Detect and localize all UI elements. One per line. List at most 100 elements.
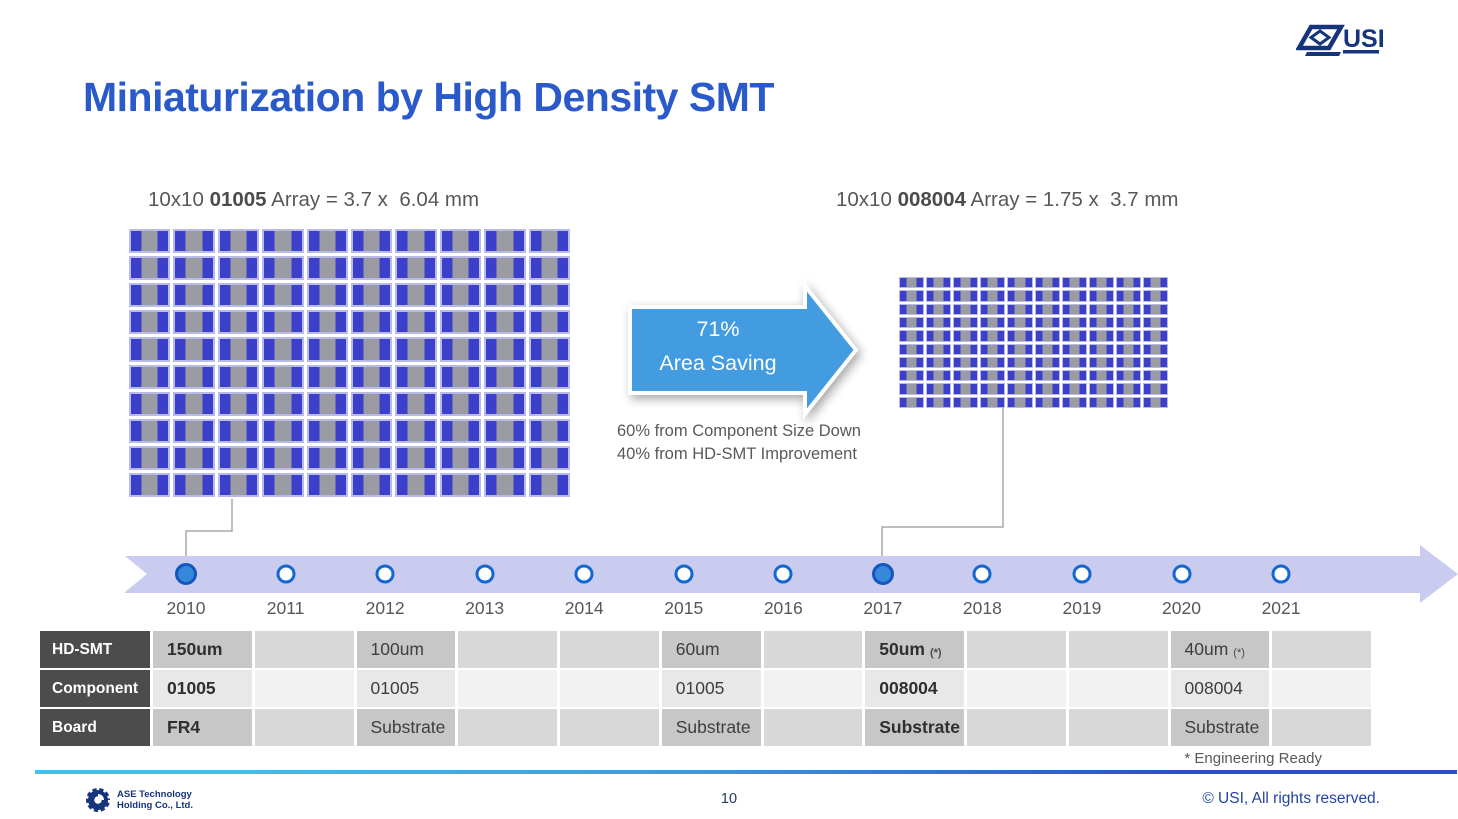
component-chip-01005 <box>129 229 171 254</box>
component-chip-01005 <box>484 391 526 416</box>
component-chip-01005 <box>217 418 260 443</box>
connector-left <box>185 499 233 556</box>
ase-company-name: ASE Technology Holding Co., Ltd. <box>117 789 193 812</box>
component-chip-01005 <box>351 364 393 389</box>
component-chip-01005 <box>528 391 570 416</box>
table-cell-empty <box>458 631 557 668</box>
timeline-year-2021: 2021 <box>1261 598 1301 618</box>
table-cell: 150um <box>153 631 252 668</box>
usi-logo-diamond <box>1308 29 1332 46</box>
component-chip-008004 <box>1115 343 1141 355</box>
component-chip-008004 <box>980 303 1006 315</box>
usi-logo-parallelogram <box>1296 24 1345 51</box>
component-chip-008004 <box>1142 343 1168 355</box>
component-chip-01005 <box>484 229 526 254</box>
timeline-arrowhead-icon <box>1420 545 1458 603</box>
component-chip-01005 <box>528 445 570 470</box>
timeline-marker-2012 <box>375 564 395 584</box>
table-cell: Substrate <box>865 709 964 746</box>
area-saving-arrow-shape <box>628 280 859 420</box>
component-chip-01005 <box>439 364 482 389</box>
component-chip-01005 <box>173 472 215 497</box>
table-cell: Substrate <box>661 709 761 746</box>
component-chip-01005 <box>129 364 171 389</box>
timeline-year-2019: 2019 <box>1062 598 1102 618</box>
component-chip-008004 <box>1088 343 1114 355</box>
component-chip-01005 <box>528 418 570 443</box>
component-chip-01005 <box>306 364 348 389</box>
component-chip-008004 <box>980 383 1006 395</box>
component-chip-01005 <box>484 310 526 335</box>
component-chip-01005 <box>351 229 393 254</box>
component-chip-008004 <box>1061 370 1087 382</box>
component-chip-008004 <box>1115 290 1141 302</box>
component-chip-008004 <box>980 343 1006 355</box>
component-chip-01005 <box>351 310 393 335</box>
component-chip-008004 <box>953 356 979 369</box>
component-chip-01005 <box>262 310 304 335</box>
component-chip-01005 <box>129 472 171 497</box>
component-chip-01005 <box>217 229 260 254</box>
component-grid-008004 <box>899 277 1168 408</box>
table-cell: 01005 <box>356 670 456 707</box>
component-chip-01005 <box>439 310 482 335</box>
gear-icon <box>85 787 111 813</box>
component-chip-008004 <box>1115 303 1141 315</box>
table-cell-empty <box>458 670 557 707</box>
component-chip-01005 <box>262 256 304 281</box>
component-chip-008004 <box>1061 396 1087 408</box>
component-chip-008004 <box>1115 316 1141 329</box>
component-chip-008004 <box>926 396 952 408</box>
component-chip-01005 <box>217 391 260 416</box>
component-chip-01005 <box>306 445 348 470</box>
component-chip-008004 <box>899 316 925 329</box>
table-cell: 100um <box>356 631 456 668</box>
component-chip-01005 <box>306 418 348 443</box>
component-chip-01005 <box>395 472 437 497</box>
component-chip-008004 <box>899 290 925 302</box>
component-chip-008004 <box>980 396 1006 408</box>
component-chip-008004 <box>899 396 925 408</box>
timeline-marker-2018 <box>972 564 992 584</box>
component-chip-01005 <box>351 445 393 470</box>
timeline-start-notch <box>125 556 147 592</box>
timeline-marker-2013 <box>475 564 495 584</box>
component-chip-008004 <box>1088 303 1114 315</box>
component-chip-01005 <box>395 256 437 281</box>
table-cell-empty <box>254 709 354 746</box>
component-chip-008004 <box>1142 396 1168 408</box>
component-chip-01005 <box>217 445 260 470</box>
component-chip-01005 <box>129 310 171 335</box>
component-chip-01005 <box>528 310 570 335</box>
right-array-part-number: 008004 <box>897 188 966 211</box>
component-chip-01005 <box>129 256 171 281</box>
component-chip-008004 <box>1007 356 1033 369</box>
component-chip-01005 <box>484 256 526 281</box>
component-chip-01005 <box>351 418 393 443</box>
component-chip-008004 <box>926 356 952 369</box>
component-chip-008004 <box>1061 330 1087 342</box>
timeline-marker-2021 <box>1271 564 1291 584</box>
component-chip-01005 <box>306 391 348 416</box>
component-chip-008004 <box>1142 277 1168 289</box>
footnote: * Engineering Ready <box>1184 750 1322 767</box>
right-array-label: 10x10 008004 Array = 1.75 x 3.7 mm <box>836 188 1178 212</box>
component-chip-01005 <box>217 256 260 281</box>
component-chip-008004 <box>926 303 952 315</box>
component-chip-008004 <box>1088 370 1114 382</box>
left-array-label: 10x10 01005 Array = 3.7 x 6.04 mm <box>148 188 479 212</box>
component-chip-01005 <box>351 391 393 416</box>
component-chip-008004 <box>1061 343 1087 355</box>
component-chip-01005 <box>173 283 215 308</box>
component-chip-008004 <box>899 303 925 315</box>
component-chip-01005 <box>173 364 215 389</box>
ase-company-line2: Holding Co., Ltd. <box>117 800 193 811</box>
right-array-prefix: 10x10 <box>836 188 898 211</box>
component-chip-01005 <box>439 391 482 416</box>
component-chip-008004 <box>1007 370 1033 382</box>
component-chip-01005 <box>528 283 570 308</box>
component-chip-008004 <box>1007 316 1033 329</box>
component-chip-01005 <box>484 418 526 443</box>
component-chip-008004 <box>926 343 952 355</box>
